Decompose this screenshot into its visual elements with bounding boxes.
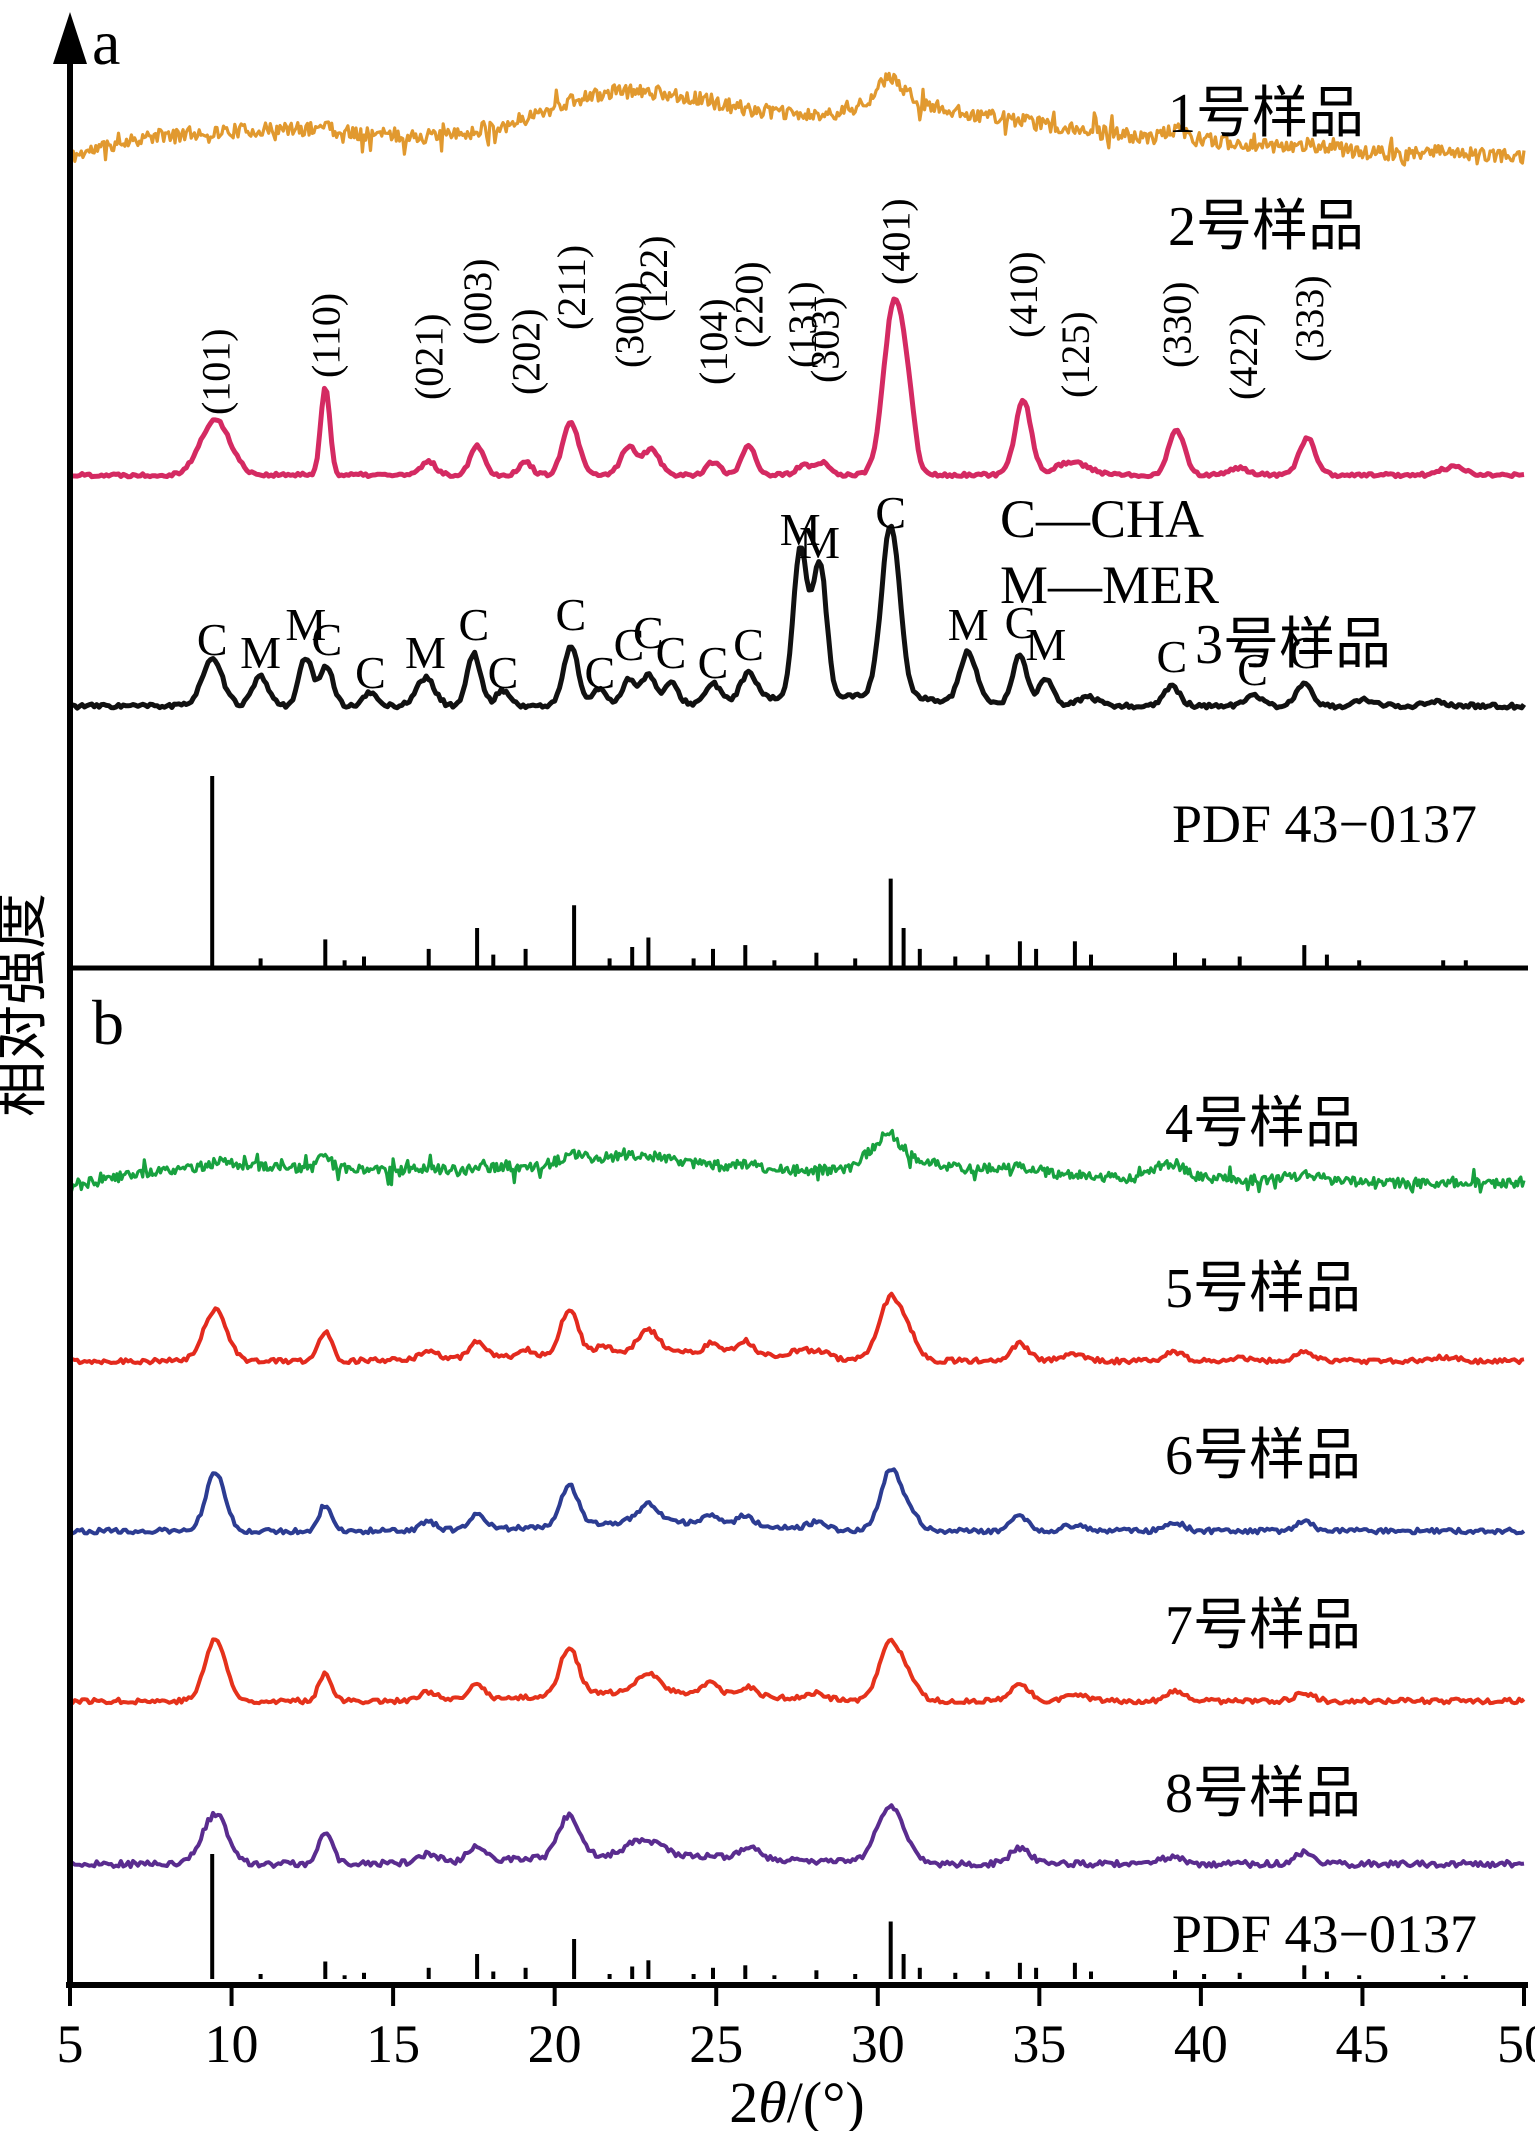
trace-sample-6 [69,1467,1526,1536]
phase-label: C [1005,597,1036,648]
trace-sample-4 [68,1128,1526,1194]
x-tick-label: 10 [205,2014,259,2074]
trace-sample-2 [68,296,1525,480]
sample-label-1: 1号样品 [1168,83,1364,145]
sample-label-5: 5号样品 [1165,1258,1361,1320]
sample-label-6: 6号样品 [1165,1425,1361,1487]
phase-label: C [1156,631,1187,682]
phase-label: C [614,619,645,670]
x-tick-label: 20 [528,2014,582,2074]
phase-label: M [799,517,840,568]
miller-index-label: (330) [1155,281,1200,368]
miller-index-label: (303) [802,296,847,383]
phase-label: C [555,589,586,640]
phase-label: C [312,614,343,665]
phase-label: M [240,627,281,678]
phase-label: M [1025,619,1066,670]
phase-label: C [1289,627,1320,678]
miller-index-label: (401) [874,198,919,285]
sample-label-8: 8号样品 [1165,1763,1361,1825]
x-axis-label: 2θ/(°) [729,2070,864,2131]
pdf-label-panel-b: PDF 43−0137 [1172,1904,1477,1964]
miller-index-label: (300) [607,281,652,368]
x-tick-label: 5 [57,2014,84,2074]
phase-label: C [197,614,228,665]
phase-label: C [698,637,729,688]
phase-label: C [656,627,687,678]
pdf-label-panel-a: PDF 43−0137 [1172,794,1477,854]
miller-index-label: (021) [407,313,452,400]
miller-index-label: (003) [455,258,500,345]
x-tick-label: 50 [1497,2014,1535,2074]
phase-label: M [285,599,326,650]
miller-index-label: (220) [727,261,772,348]
legend-cha: C—CHA [1000,489,1204,549]
y-axis-arrow-icon [53,12,87,64]
sample-label-4: 4号样品 [1165,1093,1361,1155]
miller-index-label: (202) [504,308,549,395]
miller-index-label: (122) [631,235,676,322]
trace-sample-1 [68,71,1526,167]
x-tick-label: 25 [689,2014,743,2074]
y-axis-label: 相对强度 [0,893,53,1117]
phase-label: C [875,487,906,538]
panel-a-label: a [92,7,120,78]
miller-index-label: (101) [193,328,238,415]
sample-label-7: 7号样品 [1165,1595,1361,1657]
miller-index-label: (410) [1001,251,1046,338]
phase-label: M [948,599,989,650]
phase-label: C [585,647,616,698]
x-tick-label: 15 [366,2014,420,2074]
miller-index-label: (110) [303,293,348,378]
x-tick-label: 35 [1012,2014,1066,2074]
trace-sample-5 [68,1291,1525,1366]
trace-sample-3 [69,523,1527,711]
miller-index-label: (104) [691,298,736,385]
legend-mer: M—MER [1000,555,1219,615]
miller-index-label: (333) [1287,275,1332,362]
miller-index-label: (131) [780,281,825,368]
panel-b-label: b [92,987,124,1058]
phase-label: M [780,504,821,555]
phase-label: C [488,647,519,698]
miller-index-label: (422) [1221,313,1266,400]
x-tick-label: 40 [1174,2014,1228,2074]
sample-label-2: 2号样品 [1168,196,1364,258]
phase-label: M [405,627,446,678]
phase-label: C [633,607,664,658]
phase-label: C [733,619,764,670]
trace-sample-7 [68,1637,1526,1706]
miller-index-label: (125) [1053,311,1098,398]
x-tick-label: 30 [851,2014,905,2074]
sample-label-3: 3号样品 [1195,614,1391,676]
trace-sample-8 [69,1803,1525,1869]
miller-index-label: (211) [549,245,594,330]
phase-label: C [1237,644,1268,695]
phase-label: C [355,647,386,698]
x-tick-label: 45 [1335,2014,1389,2074]
phase-label: C [459,599,490,650]
